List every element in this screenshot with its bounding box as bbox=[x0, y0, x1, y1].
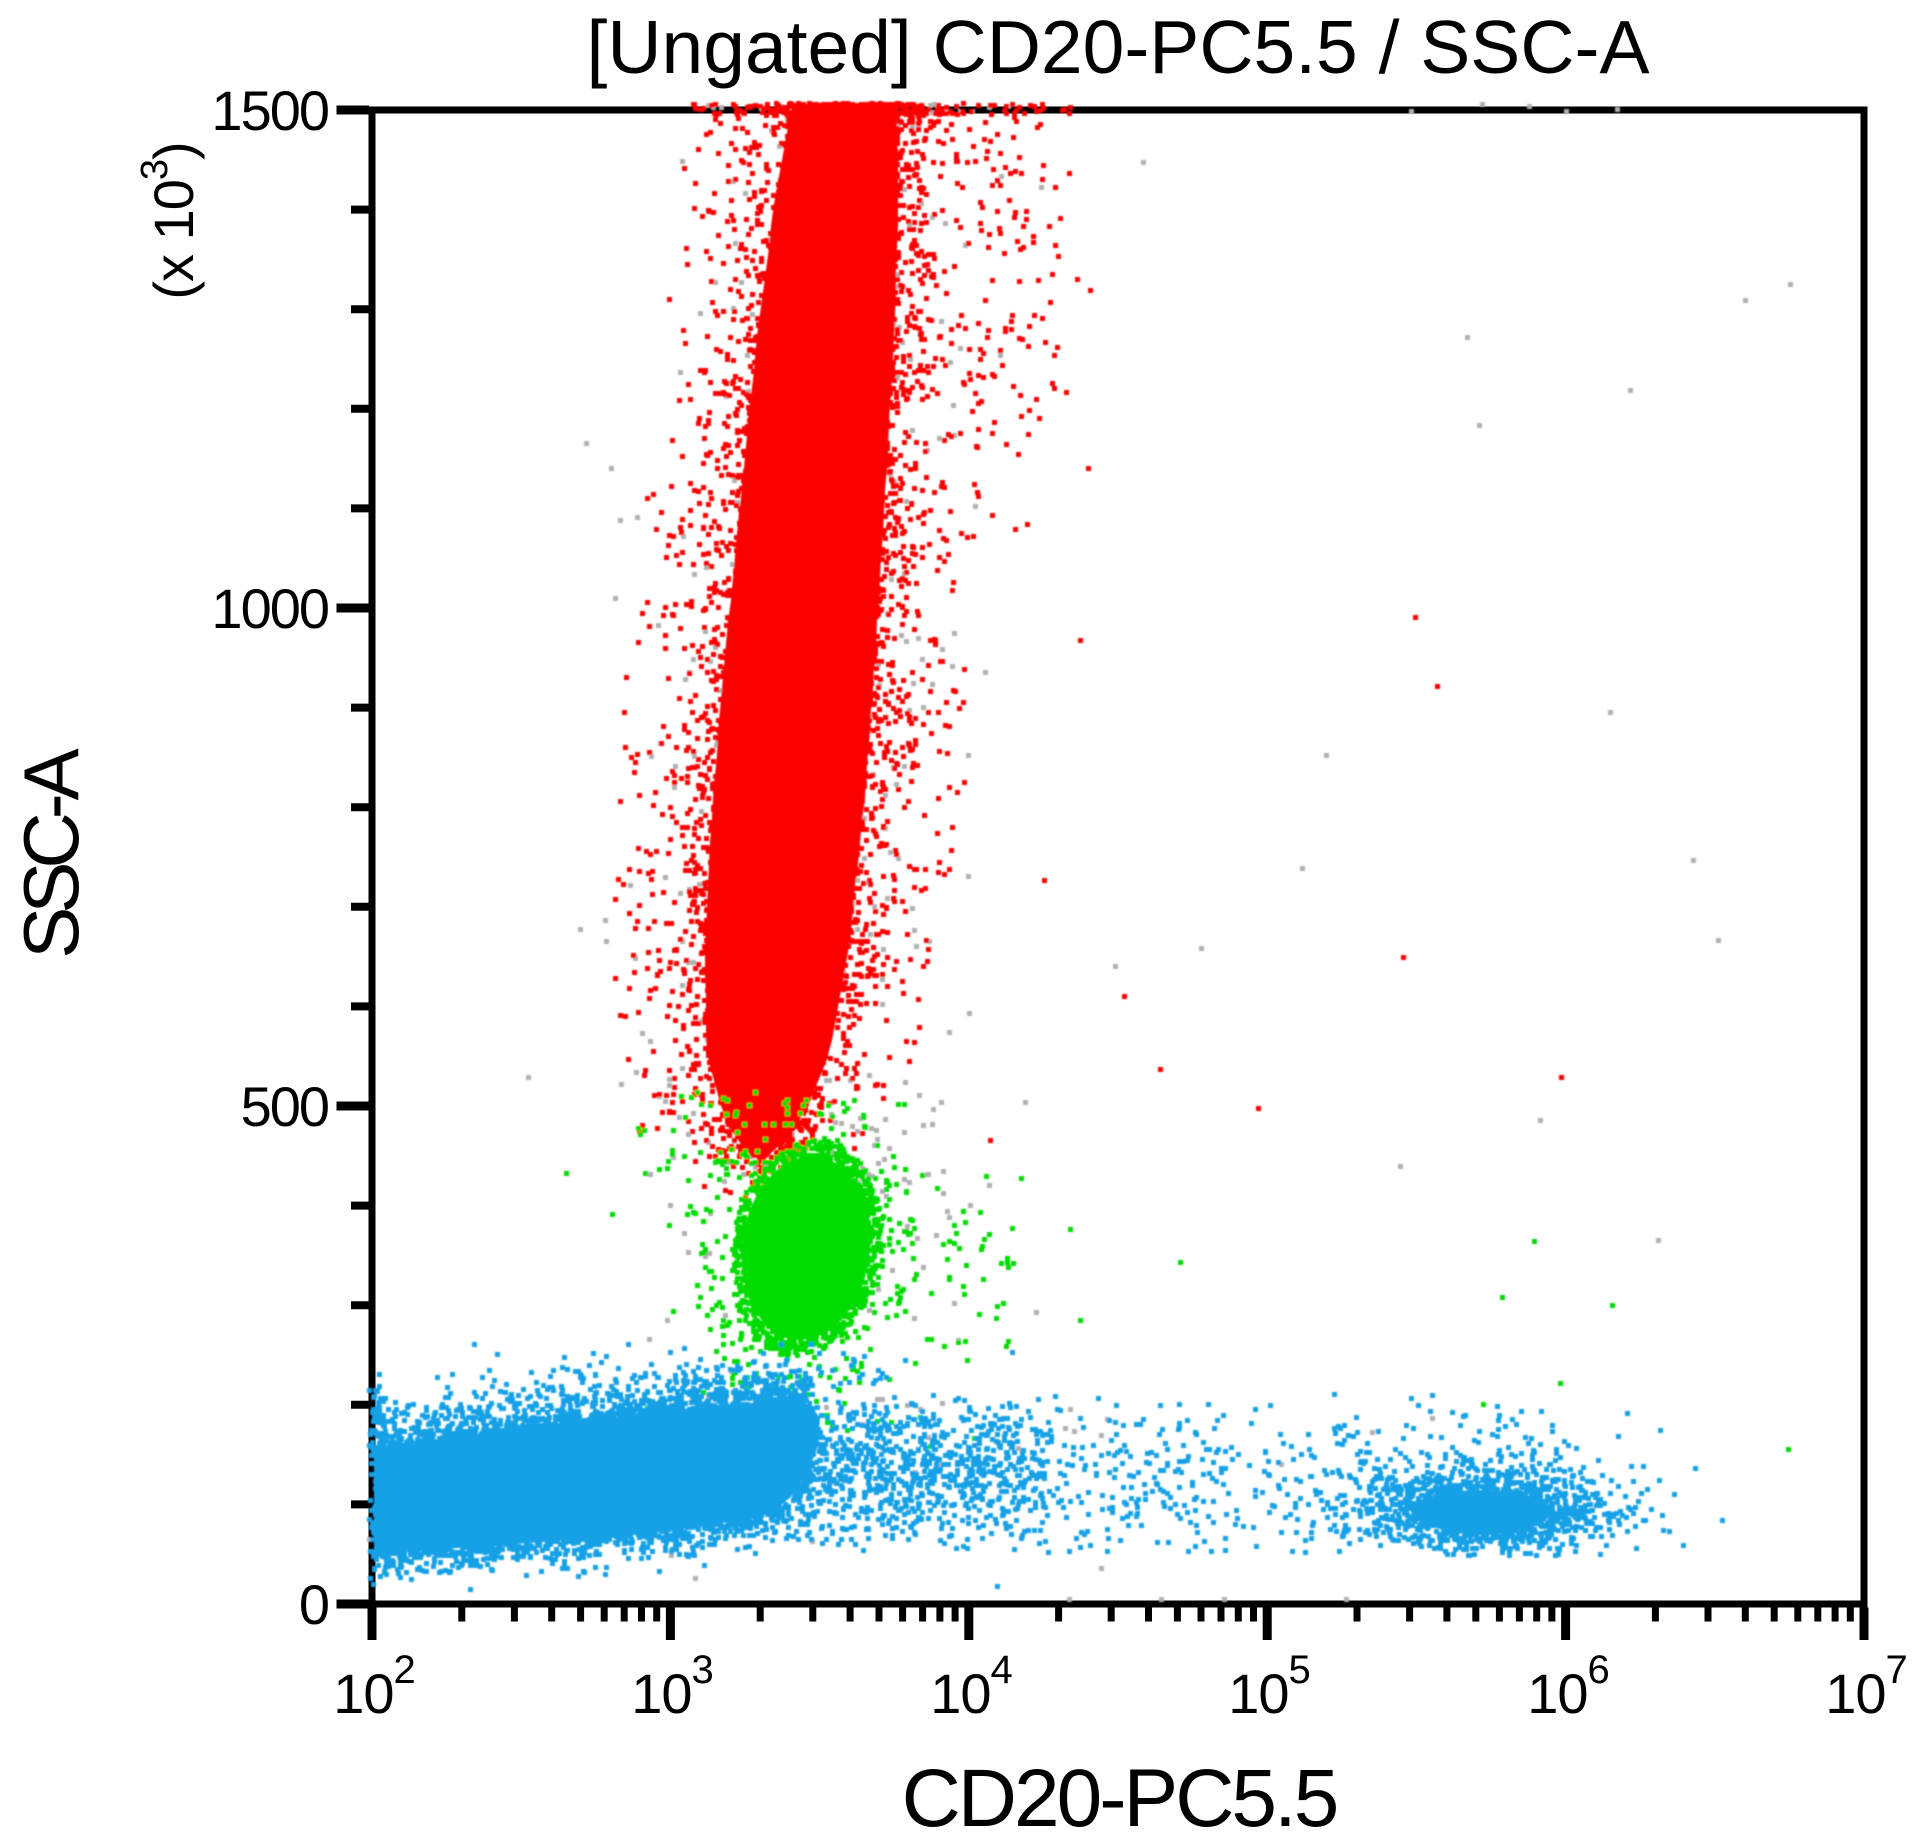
svg-text:500: 500 bbox=[241, 1075, 328, 1138]
svg-text:[Ungated] CD20-PC5.5 / SSC-A: [Ungated] CD20-PC5.5 / SSC-A bbox=[587, 5, 1650, 89]
svg-text:0: 0 bbox=[299, 1573, 328, 1636]
svg-text:CD20-PC5.5: CD20-PC5.5 bbox=[902, 1753, 1337, 1844]
svg-text:1500: 1500 bbox=[211, 79, 328, 142]
svg-text:1000: 1000 bbox=[211, 577, 328, 640]
svg-text:(x 103): (x 103) bbox=[134, 142, 205, 299]
svg-text:SSC-A: SSC-A bbox=[7, 748, 95, 958]
